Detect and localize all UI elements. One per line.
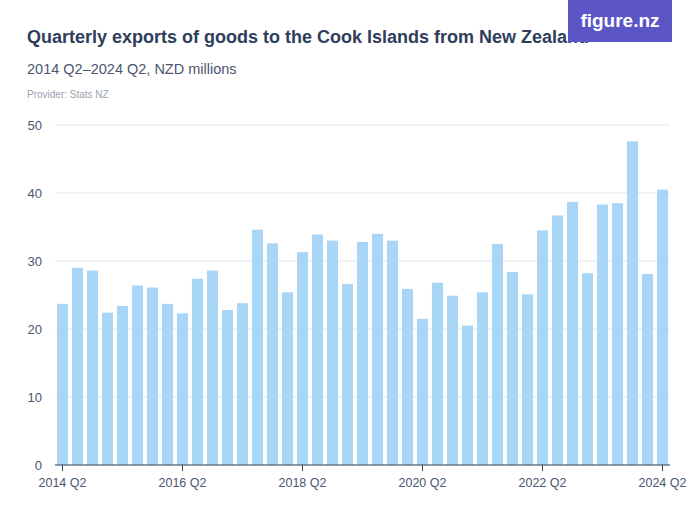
x-tick-label: 2014 Q2 bbox=[39, 476, 87, 490]
bar bbox=[417, 319, 428, 465]
title: Quarterly exports of goods to the Cook I… bbox=[27, 27, 589, 47]
y-tick-label: 0 bbox=[35, 458, 42, 473]
bar bbox=[477, 292, 488, 465]
bar bbox=[522, 294, 533, 465]
bar bbox=[492, 244, 503, 465]
x-tick bbox=[542, 465, 543, 471]
bar bbox=[447, 296, 458, 465]
bar bbox=[207, 271, 218, 465]
x-tick bbox=[62, 465, 63, 471]
bar bbox=[342, 284, 353, 465]
x-tick-label: 2020 Q2 bbox=[399, 476, 447, 490]
bar bbox=[177, 313, 188, 465]
bar bbox=[372, 234, 383, 465]
x-tick bbox=[302, 465, 303, 471]
bar bbox=[267, 243, 278, 465]
x-tick bbox=[422, 465, 423, 471]
bar bbox=[402, 289, 413, 465]
logo-box bbox=[568, 0, 672, 42]
x-tick-label: 2024 Q2 bbox=[639, 476, 687, 490]
bar bbox=[537, 230, 548, 465]
bar bbox=[87, 271, 98, 465]
bar bbox=[327, 241, 338, 465]
bar bbox=[222, 310, 233, 465]
bar bbox=[567, 202, 578, 465]
y-tick-label: 50 bbox=[28, 118, 42, 133]
bars bbox=[57, 141, 668, 465]
grid-line bbox=[55, 125, 670, 126]
bar bbox=[432, 283, 443, 465]
bar bbox=[642, 274, 653, 465]
y-tick-label: 10 bbox=[28, 390, 42, 405]
bar bbox=[132, 285, 143, 465]
bar bbox=[582, 273, 593, 465]
chart: Quarterly exports of goods to the Cook I… bbox=[0, 0, 700, 525]
subtitle: 2014 Q2–2024 Q2, NZD millions bbox=[27, 61, 237, 77]
bar bbox=[462, 326, 473, 465]
bar bbox=[507, 272, 518, 465]
grid-line bbox=[55, 465, 670, 466]
y-tick-label: 30 bbox=[28, 254, 42, 269]
y-tick-label: 40 bbox=[28, 186, 42, 201]
bar bbox=[162, 304, 173, 465]
bar bbox=[312, 234, 323, 465]
bar bbox=[237, 303, 248, 465]
bar bbox=[597, 205, 608, 465]
bar bbox=[627, 141, 638, 465]
x-tick-label: 2022 Q2 bbox=[519, 476, 567, 490]
x-tick-label: 2018 Q2 bbox=[279, 476, 327, 490]
bar bbox=[147, 288, 158, 465]
bar bbox=[72, 268, 83, 465]
x-tick-label: 2016 Q2 bbox=[159, 476, 207, 490]
source: Provider: Stats NZ bbox=[27, 89, 109, 100]
x-axis bbox=[55, 465, 670, 466]
bar bbox=[387, 241, 398, 465]
bar bbox=[612, 203, 623, 465]
bar bbox=[657, 190, 668, 465]
x-tick bbox=[662, 465, 663, 471]
y-tick-label: 20 bbox=[28, 322, 42, 337]
bar bbox=[192, 279, 203, 465]
bar bbox=[552, 215, 563, 465]
bar bbox=[282, 292, 293, 465]
bar bbox=[252, 230, 263, 465]
bar bbox=[357, 242, 368, 465]
bar bbox=[102, 313, 113, 465]
x-tick bbox=[182, 465, 183, 471]
bar bbox=[117, 306, 128, 465]
bar bbox=[57, 304, 68, 465]
grid-line bbox=[55, 193, 670, 194]
bar bbox=[297, 252, 308, 465]
logo: figure.nz bbox=[580, 10, 659, 31]
